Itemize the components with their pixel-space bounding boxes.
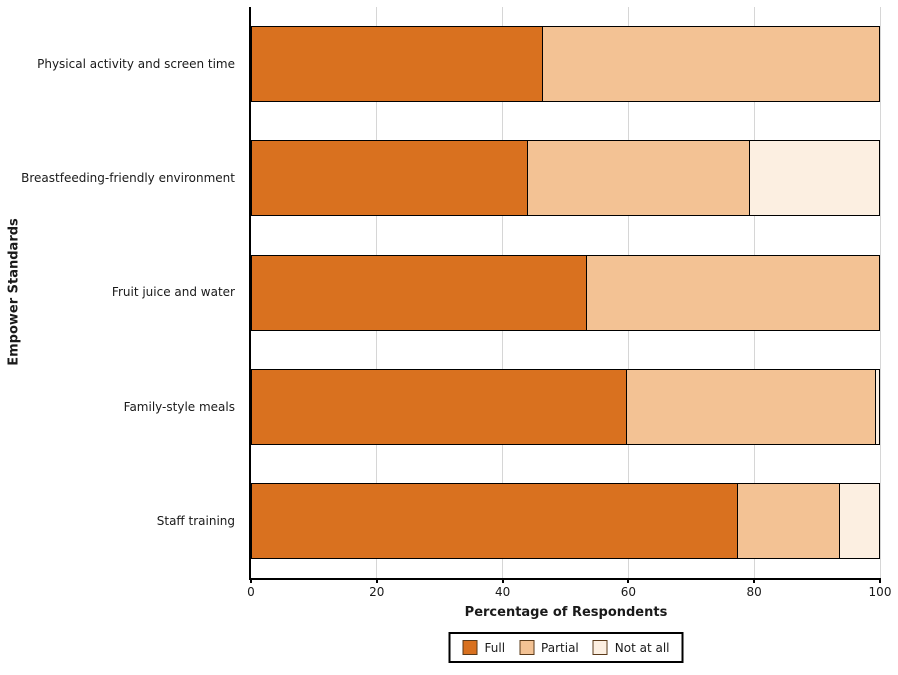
plot-area — [249, 7, 881, 580]
bar-segment-not-at-all — [749, 140, 880, 217]
x-tick-label: 40 — [494, 585, 511, 599]
y-category-label: Breastfeeding-friendly environment — [21, 171, 235, 186]
x-axis-line — [249, 578, 880, 580]
legend-swatch-full-icon — [462, 640, 478, 655]
y-category-label: Family-style meals — [123, 399, 235, 414]
gridline — [879, 7, 881, 578]
x-tick-label: 100 — [868, 585, 892, 599]
x-tick-label: 0 — [247, 585, 255, 599]
x-tick-label: 60 — [620, 585, 637, 599]
legend-label-partial: Partial — [541, 640, 579, 655]
legend-label-not-at-all: Not at all — [614, 640, 670, 655]
legend-item-full: Full — [462, 640, 506, 655]
bar-segment-full — [251, 368, 628, 445]
y-axis-line — [249, 7, 251, 580]
legend-swatch-partial-icon — [519, 640, 535, 655]
x-tick-label: 80 — [746, 585, 762, 599]
x-tick-label: 20 — [369, 585, 385, 599]
x-axis-title: Percentage of Respondents — [464, 605, 668, 620]
legend-item-partial: Partial — [519, 640, 579, 655]
x-tick-mark — [375, 578, 378, 583]
x-tick-mark — [501, 578, 504, 583]
x-tick-mark — [627, 578, 630, 583]
bar-segment-not-at-all — [874, 368, 880, 445]
x-tick-mark — [250, 578, 252, 583]
legend-swatch-not-at-all-icon — [592, 640, 608, 655]
bar-segment-partial — [626, 368, 876, 445]
y-category-label: Staff training — [156, 513, 235, 528]
bar-segment-full — [251, 254, 587, 331]
x-tick-mark — [879, 578, 881, 583]
bar-segment-not-at-all — [838, 482, 880, 559]
legend: Full Partial Not at all — [448, 632, 684, 663]
legend-label-full: Full — [484, 640, 506, 655]
bar-segment-partial — [527, 140, 751, 217]
bar-segment-partial — [542, 26, 880, 103]
x-tick-mark — [753, 578, 756, 583]
bar-segment-partial — [585, 254, 880, 331]
bar-segment-full — [251, 482, 739, 559]
bar-segment-full — [251, 140, 529, 217]
bar-segment-partial — [737, 482, 840, 559]
bar-segment-full — [251, 26, 544, 103]
y-category-label: Fruit juice and water — [111, 285, 235, 300]
y-category-label: Physical activity and screen time — [37, 57, 235, 72]
legend-item-not-at-all: Not at all — [592, 640, 670, 655]
